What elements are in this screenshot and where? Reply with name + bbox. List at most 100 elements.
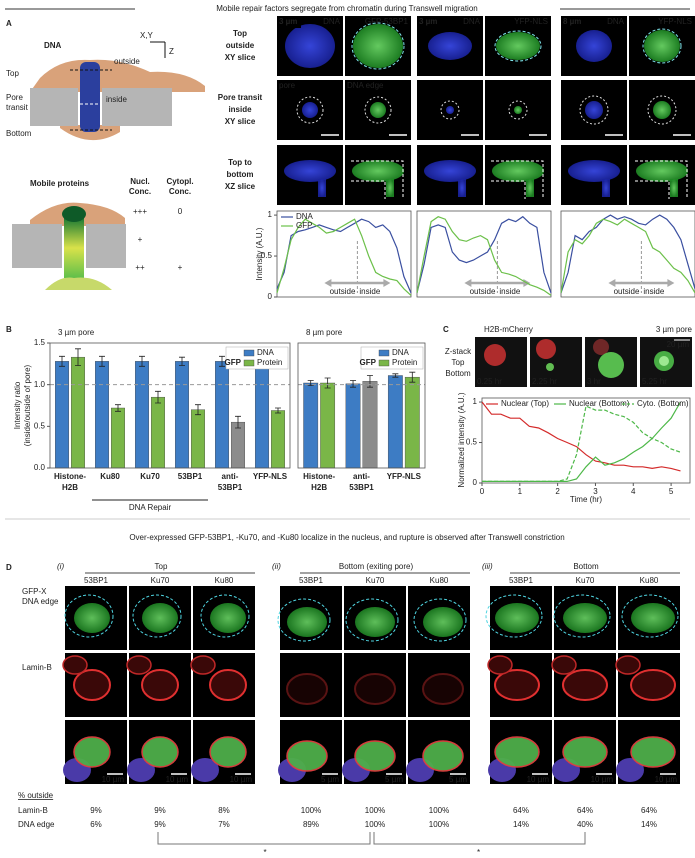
group-numeral: (ii)	[272, 562, 281, 571]
y-tick-label: 0	[268, 292, 273, 301]
y-tick-label: 0.5	[34, 421, 46, 430]
pore-outline	[579, 95, 609, 125]
annotation: outside	[114, 57, 140, 66]
bar	[345, 383, 361, 469]
percent-lamin: 8%	[218, 806, 230, 815]
bar	[303, 382, 319, 469]
bar	[110, 407, 125, 469]
lamin-signal	[494, 669, 540, 701]
annotation: outside	[614, 287, 640, 296]
group-title: Top	[155, 562, 168, 571]
bar	[94, 361, 109, 469]
bar	[150, 396, 165, 469]
gfp-signal	[495, 603, 539, 633]
scale-label: 10 µm	[230, 775, 253, 784]
merge-signal	[73, 736, 111, 768]
annotation: outside	[470, 287, 496, 296]
group-numeral: (i)	[57, 562, 64, 571]
row-label: Bottom	[6, 129, 32, 138]
x-axis-label: Time (hr)	[570, 495, 602, 504]
cell-signal	[659, 356, 669, 366]
lamin-signal	[141, 669, 179, 701]
cell-signal	[546, 363, 554, 371]
dna-signal	[616, 758, 644, 782]
label-box	[277, 16, 301, 28]
lamin-signal	[615, 655, 641, 675]
error-bar	[409, 371, 416, 383]
y-axis-label: Normalized intensity (A.U.)	[457, 392, 466, 487]
lamin-signal	[630, 669, 676, 701]
table-row-label: DNA edge	[18, 820, 55, 829]
error-bar	[366, 375, 373, 388]
panel-label: C	[443, 325, 449, 334]
concentration: ++	[135, 263, 145, 272]
error-bar	[195, 404, 201, 416]
error-bar	[392, 373, 399, 378]
column-label: 53BP1	[509, 576, 534, 585]
row-label: bottom	[226, 170, 253, 179]
dna-edge	[485, 594, 543, 638]
error-bar	[99, 355, 105, 367]
y-tick-label: 1	[473, 397, 478, 406]
legend-label: Protein	[392, 358, 417, 367]
gfp-signal	[355, 607, 395, 637]
row-label: GFP-X	[22, 587, 47, 596]
channel-label: DNA	[463, 17, 481, 26]
dna-edge	[413, 598, 467, 642]
row-label: DNA edge	[22, 597, 59, 606]
merge-signal	[354, 740, 396, 772]
dna-edge	[132, 594, 182, 638]
percent-edge: 9%	[154, 820, 166, 829]
column-header: Conc.	[129, 187, 151, 196]
error-bar	[219, 355, 225, 367]
plot-frame	[276, 210, 412, 298]
annotation: inside	[359, 287, 380, 296]
arrow-head	[324, 279, 391, 287]
gfp-signal	[74, 603, 110, 633]
table-row-label: Lamin-B	[18, 806, 48, 815]
dna-edge	[64, 594, 114, 638]
schematic-mobile	[12, 202, 126, 290]
row-label: Pore transit	[218, 93, 263, 102]
column-label: Ku70	[576, 576, 595, 585]
nucleus-signal	[428, 32, 472, 60]
y-tick-label: 1.0	[34, 380, 46, 389]
legend-swatch	[378, 349, 390, 357]
membrane	[30, 88, 78, 126]
dna-edge	[642, 28, 682, 64]
nucleus-signal	[492, 160, 544, 182]
arrow-head	[608, 279, 675, 287]
percent-lamin: 64%	[513, 806, 529, 815]
scale-label: 5 µm	[385, 775, 403, 784]
y-axis-label: (inside/outside of pore)	[23, 364, 32, 446]
error-bar	[179, 356, 185, 366]
pore-channel	[64, 218, 84, 278]
channel-label: DNA	[323, 17, 341, 26]
y-tick-label: 0.5	[261, 251, 273, 260]
concentration: +	[138, 235, 143, 244]
column-label: Ku80	[430, 576, 449, 585]
legend-swatch	[378, 359, 390, 367]
plot-frame	[560, 210, 695, 298]
pore-outline	[647, 95, 677, 125]
legend-label: DNA	[257, 348, 275, 357]
legend-label: Nuclear (Top)	[501, 399, 549, 408]
chart-title: 3 µm pore	[58, 328, 95, 337]
series-line	[560, 218, 695, 294]
plot-frame	[481, 397, 691, 484]
percent-edge: 100%	[365, 820, 385, 829]
merge-signal	[562, 736, 608, 768]
x-tick-label: YFP-NLS	[387, 472, 422, 481]
membrane	[102, 88, 172, 126]
x-tick-label: 53BP1	[218, 483, 243, 492]
percent-lamin: 100%	[365, 806, 385, 815]
x-tick-label: 2	[555, 487, 560, 496]
plot-frame	[49, 342, 291, 469]
lamin-signal	[354, 673, 396, 705]
bar	[134, 361, 149, 469]
scale-label: 10 µm	[527, 775, 550, 784]
row-label: XY slice	[225, 117, 256, 126]
dna-edge	[351, 22, 405, 70]
x-tick-label: Ku70	[140, 472, 160, 481]
gfp-signal	[423, 607, 463, 637]
